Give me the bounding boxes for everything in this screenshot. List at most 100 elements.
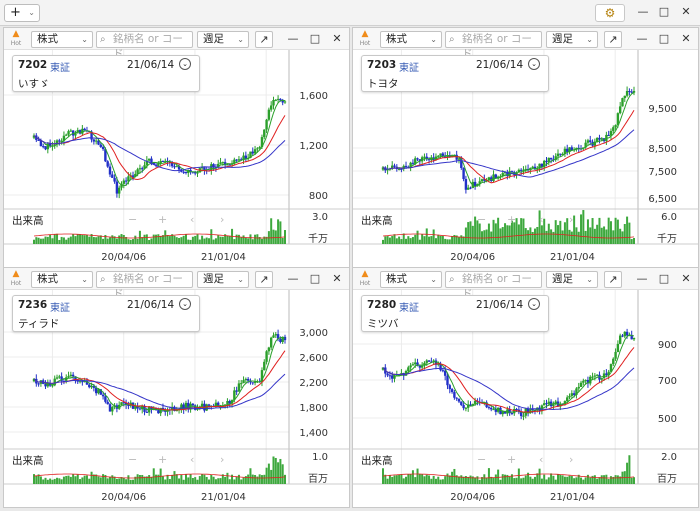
- volume-bar: [141, 474, 144, 484]
- add-chart-button[interactable]: + ⌄: [4, 4, 40, 22]
- panel-maximize-button[interactable]: □: [309, 272, 321, 285]
- volume-bar: [600, 475, 603, 484]
- candle-body: [60, 376, 63, 381]
- maximize-button[interactable]: □: [658, 5, 670, 18]
- volume-bar: [527, 472, 530, 484]
- expand-icon[interactable]: ↗: [255, 31, 273, 48]
- panel-close-button[interactable]: ✕: [681, 272, 691, 285]
- hot-flame-icon[interactable]: ▲ Hot: [8, 30, 24, 48]
- candlestick-chart[interactable]: 1,600 1,200 800 3.0 千万 20/04/06 21/01/04: [4, 50, 349, 268]
- zoom-in-button[interactable]: +: [507, 453, 517, 466]
- zoom-in-button[interactable]: +: [507, 213, 517, 226]
- volume-bar: [395, 475, 398, 484]
- period-select[interactable]: 週足 ⌄: [546, 31, 598, 48]
- chevron-circle-icon[interactable]: ⌄: [179, 58, 191, 70]
- zoom-out-button[interactable]: −: [477, 213, 487, 226]
- symbol-search-input[interactable]: ⌕ 銘柄名 or コード: [96, 271, 193, 300]
- volume-bar: [398, 474, 401, 484]
- candle-body: [568, 147, 571, 152]
- hot-label: Hot: [10, 40, 22, 47]
- volume-bar: [53, 234, 56, 244]
- volume-bar: [619, 228, 622, 244]
- hot-flame-icon[interactable]: ▲ Hot: [357, 30, 373, 48]
- volume-bar: [247, 474, 250, 484]
- candle-body: [106, 401, 109, 405]
- volume-bar: [143, 476, 146, 484]
- expand-icon[interactable]: ↗: [604, 31, 622, 48]
- chevron-circle-icon[interactable]: ⌄: [179, 298, 191, 310]
- panel-minimize-button[interactable]: —: [636, 32, 648, 45]
- settings-gear-icon[interactable]: ⚙: [595, 4, 625, 22]
- period-select[interactable]: 週足 ⌄: [197, 31, 249, 48]
- candle-body: [425, 360, 428, 363]
- candle-body: [267, 347, 271, 352]
- asset-type-select[interactable]: 株式 ⌄: [380, 271, 442, 288]
- minimize-button[interactable]: —: [637, 5, 649, 18]
- panel-close-button[interactable]: ✕: [681, 32, 691, 45]
- scroll-right-button[interactable]: ›: [569, 453, 574, 466]
- volume-bar: [529, 476, 532, 484]
- zoom-out-button[interactable]: −: [128, 453, 138, 466]
- volume-bar: [428, 475, 431, 484]
- zoom-out-button[interactable]: −: [477, 453, 487, 466]
- panel-minimize-button[interactable]: —: [287, 272, 299, 285]
- scroll-right-button[interactable]: ›: [220, 213, 225, 226]
- panel-maximize-button[interactable]: □: [658, 272, 670, 285]
- candle-body: [237, 383, 241, 392]
- panel-maximize-button[interactable]: □: [658, 32, 670, 45]
- close-button[interactable]: ✕: [681, 5, 691, 18]
- chevron-circle-icon[interactable]: ⌄: [528, 298, 540, 310]
- scroll-right-button[interactable]: ›: [569, 213, 574, 226]
- period-select[interactable]: 週足 ⌄: [197, 271, 249, 288]
- volume-bar: [161, 476, 164, 484]
- scroll-left-button[interactable]: ‹: [190, 213, 195, 226]
- candle-body: [118, 187, 121, 194]
- zoom-in-button[interactable]: +: [158, 453, 168, 466]
- period-select[interactable]: 週足 ⌄: [546, 271, 598, 288]
- asset-type-value: 株式: [37, 33, 58, 45]
- panel-maximize-button[interactable]: □: [309, 32, 321, 45]
- scroll-left-button[interactable]: ‹: [539, 213, 544, 226]
- candle-body: [145, 411, 149, 413]
- candlestick-chart[interactable]: 3,000 2,600 2,200 1,800 1,400 1.0 百万 20/04/06 21…: [4, 290, 349, 508]
- scroll-left-button[interactable]: ‹: [190, 453, 195, 466]
- volume-bar: [212, 239, 215, 244]
- expand-icon[interactable]: ↗: [604, 271, 622, 288]
- candle-body: [480, 179, 484, 182]
- panel-minimize-button[interactable]: —: [287, 32, 299, 45]
- expand-icon[interactable]: ↗: [255, 271, 273, 288]
- volume-bar: [81, 234, 84, 244]
- hot-flame-icon[interactable]: ▲ Hot: [8, 270, 24, 288]
- scroll-left-button[interactable]: ‹: [539, 453, 544, 466]
- candle-body: [487, 407, 491, 409]
- asset-type-select[interactable]: 株式 ⌄: [380, 31, 442, 48]
- zoom-in-button[interactable]: +: [158, 213, 168, 226]
- candlestick-chart[interactable]: 9,500 8,500 7,500 6,500 6.0 千万 20/04/06 21/01/0…: [353, 50, 698, 268]
- candle-body: [598, 137, 601, 140]
- panel-minimize-button[interactable]: —: [636, 272, 648, 285]
- panel-close-button[interactable]: ✕: [332, 272, 342, 285]
- volume-bar: [494, 474, 497, 484]
- symbol-search-input[interactable]: ⌕ 銘柄名 or コード: [96, 31, 193, 60]
- candle-body: [630, 91, 633, 93]
- symbol-search-input[interactable]: ⌕ 銘柄名 or コード: [445, 271, 542, 300]
- volume-bar: [589, 477, 592, 484]
- scroll-right-button[interactable]: ›: [220, 453, 225, 466]
- volume-bar: [536, 473, 539, 484]
- asset-type-select[interactable]: 株式 ⌄: [31, 271, 93, 288]
- volume-bar: [226, 235, 229, 244]
- volume-bar: [35, 237, 38, 244]
- volume-bar: [254, 234, 257, 244]
- panel-close-button[interactable]: ✕: [332, 32, 342, 45]
- volume-bar: [74, 476, 77, 484]
- candle-body: [246, 378, 250, 381]
- zoom-out-button[interactable]: −: [128, 213, 138, 226]
- asset-type-select[interactable]: 株式 ⌄: [31, 31, 93, 48]
- volume-bar: [251, 474, 254, 484]
- volume-bar: [242, 235, 245, 244]
- hot-flame-icon[interactable]: ▲ Hot: [357, 270, 373, 288]
- chevron-circle-icon[interactable]: ⌄: [528, 58, 540, 70]
- volume-bar: [619, 476, 622, 484]
- symbol-search-input[interactable]: ⌕ 銘柄名 or コード: [445, 31, 542, 60]
- chevron-down-icon: ⌄: [237, 275, 244, 284]
